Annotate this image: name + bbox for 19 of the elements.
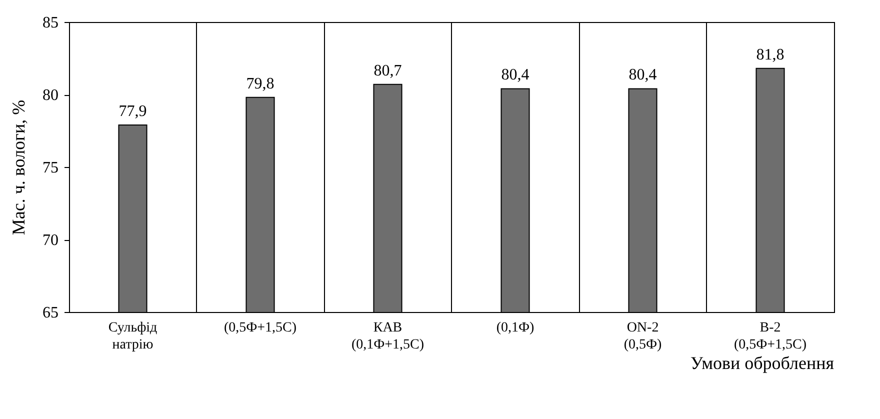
y-tick-label: 85 [42,14,58,32]
x-tick-label: В-2 (0,5Ф+1,5С) [734,320,807,352]
y-axis-title: Мас. ч. вологи, % [8,100,28,236]
data-label: 80,4 [501,66,530,84]
y-tick-label: 80 [42,87,58,104]
data-label: 77,9 [118,102,147,120]
x-tick-label: (0,1Ф) [496,320,535,336]
y-tick-label: 70 [42,232,58,249]
data-label: 80,4 [628,66,657,84]
x-axis-title: Умови оброблення [690,353,834,373]
x-tick-label: (0,5Ф+1,5С) [224,320,297,336]
data-label: 81,8 [756,46,784,64]
x-tick-label: Сульфід натрію [108,320,158,352]
x-tick-label: КАВ (0,1Ф+1,5С) [351,320,424,352]
x-tick-label: ON-2 (0,5Ф) [624,320,662,352]
y-tick-label: 75 [42,160,58,176]
data-label: 80,7 [374,62,402,80]
data-label: 79,8 [246,75,274,92]
y-tick-label: 65 [42,304,58,322]
